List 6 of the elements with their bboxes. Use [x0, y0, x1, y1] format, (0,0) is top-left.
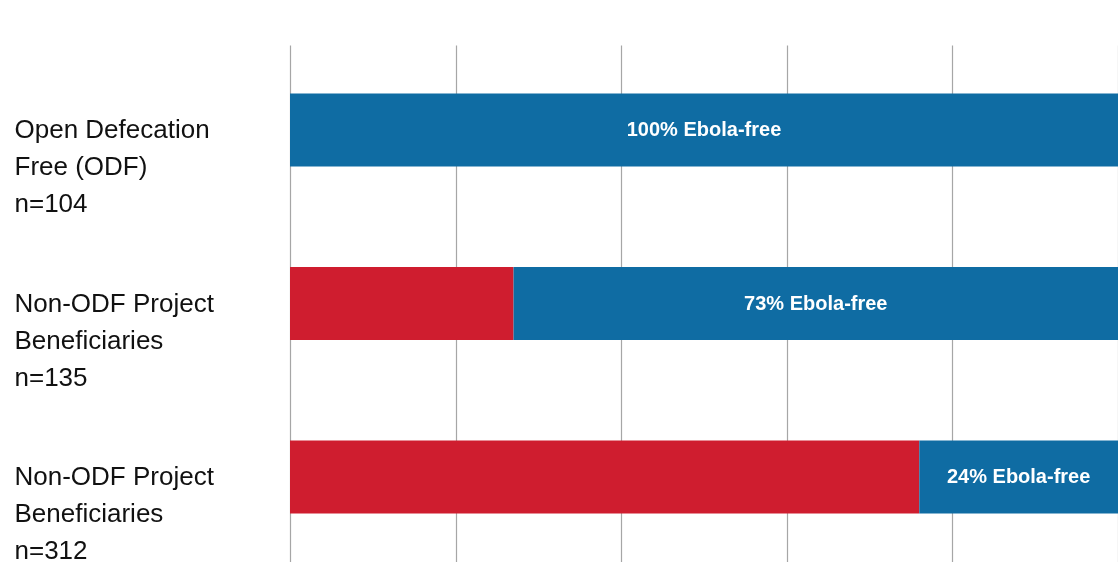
data-label: 73% Ebola-free — [744, 291, 888, 314]
y-tick-label: Open Defecation Free (ODF) n=104 — [14, 114, 210, 219]
y-tick-label: Non-ODF Project Beneficiaries n=312 — [14, 460, 215, 562]
data-label: 24% Ebola-free — [946, 464, 1091, 487]
y-tick-label: Non-ODF Project Beneficiaries n=135 — [14, 287, 215, 392]
data-label: 100% Ebola-free — [626, 118, 782, 141]
